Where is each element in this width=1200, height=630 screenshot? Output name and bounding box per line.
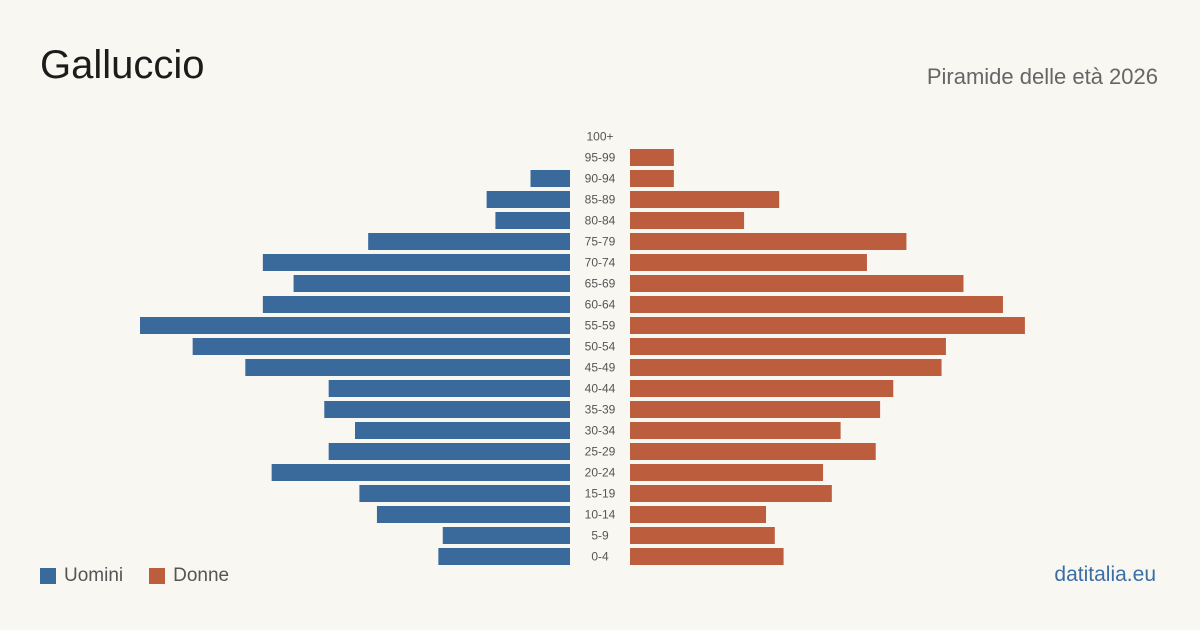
age-group-label: 100+ <box>586 130 613 144</box>
bar-men-75-79 <box>368 233 570 250</box>
age-group-label: 20-24 <box>585 466 616 480</box>
bar-women-75-79 <box>630 233 907 250</box>
legend-label-men: Uomini <box>64 565 124 586</box>
bar-women-0-4 <box>630 548 784 565</box>
bar-women-70-74 <box>630 254 867 271</box>
legend-item-women: Donne <box>149 565 229 587</box>
age-group-label: 25-29 <box>585 445 616 459</box>
legend-swatch-women <box>149 568 166 584</box>
age-group-label: 75-79 <box>585 235 616 249</box>
bar-women-40-44 <box>630 380 894 397</box>
bar-women-65-69 <box>630 275 964 292</box>
chart-title: Galluccio <box>40 43 205 87</box>
bar-women-50-54 <box>630 338 946 355</box>
legend: Uomini Donne <box>40 565 255 587</box>
bar-men-20-24 <box>271 464 570 481</box>
bar-men-15-19 <box>359 485 570 502</box>
age-group-label: 90-94 <box>585 172 616 186</box>
bar-men-0-4 <box>438 548 570 565</box>
bar-women-10-14 <box>630 506 767 523</box>
bar-men-50-54 <box>192 338 570 355</box>
bar-men-45-49 <box>245 359 570 376</box>
age-group-label: 15-19 <box>585 487 616 501</box>
age-group-label: 80-84 <box>585 214 616 228</box>
chart-subtitle: Piramide delle età 2026 <box>926 64 1158 89</box>
bar-men-10-14 <box>376 506 570 523</box>
age-group-label: 10-14 <box>585 508 616 522</box>
bar-women-35-39 <box>630 401 881 418</box>
age-group-label: 30-34 <box>585 424 616 438</box>
bar-women-15-19 <box>630 485 832 502</box>
source-link[interactable]: datitalia.eu <box>1054 563 1156 586</box>
bar-women-45-49 <box>630 359 942 376</box>
age-group-label: 45-49 <box>585 361 616 375</box>
legend-swatch-men <box>40 568 56 584</box>
bar-men-35-39 <box>324 401 570 418</box>
age-group-label: 40-44 <box>585 382 616 396</box>
bar-men-55-59 <box>140 317 570 334</box>
bar-men-85-89 <box>486 191 570 208</box>
age-group-label: 0-4 <box>591 550 609 564</box>
age-group-label: 35-39 <box>585 403 616 417</box>
age-group-label: 95-99 <box>585 151 616 165</box>
bar-women-95-99 <box>630 149 674 166</box>
bar-women-25-29 <box>630 443 876 460</box>
legend-item-men: Uomini <box>40 565 123 587</box>
bar-women-5-9 <box>630 527 775 544</box>
age-group-label: 5-9 <box>591 529 609 543</box>
bar-men-60-64 <box>262 296 570 313</box>
bar-men-65-69 <box>293 275 570 292</box>
bar-men-90-94 <box>530 170 570 187</box>
bar-men-30-34 <box>355 422 570 439</box>
bar-men-40-44 <box>328 380 570 397</box>
age-group-label: 60-64 <box>585 298 616 312</box>
bar-women-85-89 <box>630 191 780 208</box>
bar-women-80-84 <box>630 212 745 229</box>
age-group-label: 70-74 <box>585 256 616 270</box>
legend-label-women: Donne <box>173 565 230 586</box>
bar-women-55-59 <box>630 317 1025 334</box>
bar-men-70-74 <box>262 254 570 271</box>
bar-women-30-34 <box>630 422 841 439</box>
bar-women-20-24 <box>630 464 824 481</box>
bar-women-60-64 <box>630 296 1003 313</box>
age-group-label: 65-69 <box>585 277 616 291</box>
bar-men-80-84 <box>495 212 570 229</box>
bar-men-25-29 <box>328 443 570 460</box>
age-group-label: 55-59 <box>585 319 616 333</box>
bar-men-5-9 <box>442 527 570 544</box>
age-group-label: 85-89 <box>585 193 616 207</box>
age-group-label: 50-54 <box>585 340 616 354</box>
bar-women-90-94 <box>630 170 674 187</box>
